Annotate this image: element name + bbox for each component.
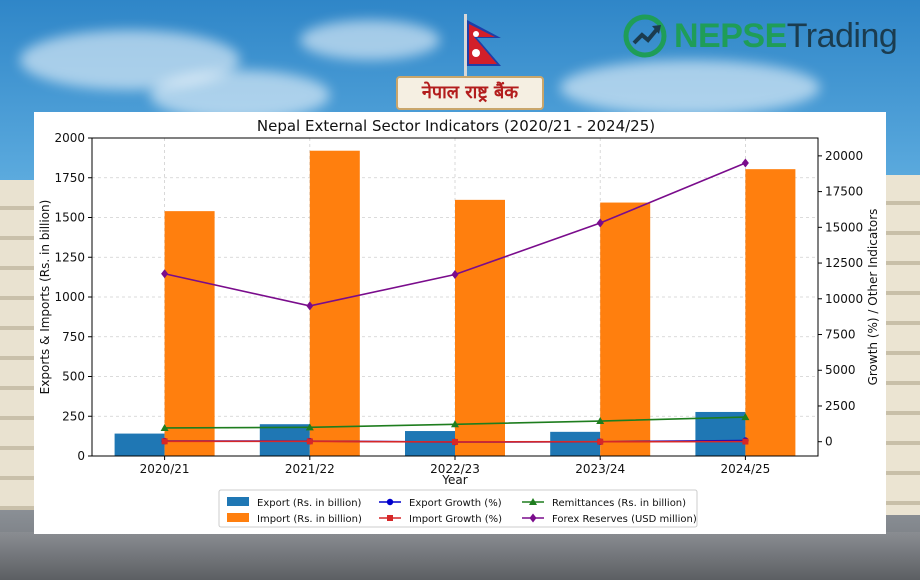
bank-sign: नेपाल राष्ट्र बैंक: [396, 76, 544, 110]
legend-swatch: [227, 513, 249, 522]
y2-tick-label: 17500: [825, 185, 863, 199]
point-import-growth: [597, 438, 604, 445]
point-forex-reserves: [161, 269, 169, 279]
legend-label: Export (Rs. in billion): [257, 498, 362, 509]
point-remittances: [596, 417, 605, 425]
bar-export: [550, 431, 601, 456]
point-remittances: [305, 423, 314, 431]
bar-import: [745, 169, 796, 456]
legend-swatch: [227, 497, 249, 506]
line-layer: [160, 158, 750, 446]
bar-import: [600, 202, 651, 456]
chart-panel: Nepal External Sector Indicators (2020/2…: [34, 112, 886, 534]
bar-export: [695, 411, 746, 456]
y2-tick-label: 12500: [825, 256, 863, 270]
legend-marker: [386, 498, 394, 506]
y2-tick-label: 20000: [825, 149, 863, 163]
legend-marker: [529, 498, 537, 505]
x-axis-label: Year: [441, 473, 467, 487]
y-tick-label: 1250: [54, 250, 85, 264]
bar-export: [259, 424, 310, 456]
point-forex-reserves: [741, 158, 749, 168]
point-forex-reserves: [596, 218, 604, 228]
bar-export: [114, 433, 165, 456]
point-import-growth: [161, 438, 168, 445]
legend-frame: [218, 489, 698, 528]
chart-title: Nepal External Sector Indicators (2020/2…: [257, 117, 655, 135]
bar-layer: [114, 150, 796, 456]
legend-label: Export Growth (%): [409, 498, 502, 509]
y2-tick-label: 10000: [825, 292, 863, 306]
legend-label: Import (Rs. in billion): [257, 514, 362, 525]
y2-tick-label: 0: [825, 435, 833, 449]
nepal-flag-icon: [467, 20, 501, 66]
chart: Nepal External Sector Indicators (2020/2…: [38, 117, 880, 528]
x-tick-label: 2022/23: [430, 462, 480, 476]
point-remittances: [741, 413, 750, 421]
legend-marker: [529, 513, 537, 523]
legend: Export (Rs. in billion) Import (Rs. in bi…: [218, 489, 698, 528]
cloud: [300, 20, 440, 60]
legend-label: Forex Reserves (USD million): [552, 514, 697, 525]
point-import-growth: [452, 438, 458, 445]
cloud: [150, 70, 330, 120]
point-import-growth: [306, 438, 313, 445]
y-tick-label: 750: [62, 330, 85, 344]
y-tick-label: 1750: [54, 171, 85, 185]
point-forex-reserves: [306, 301, 314, 311]
y-tick-label: 1000: [54, 290, 85, 304]
x-tick-label: 2024/25: [720, 462, 770, 476]
trend-arrow-logo-icon: [623, 14, 667, 58]
bar-import: [164, 211, 215, 456]
y2-tick-label: 15000: [825, 220, 863, 234]
brand-name-nepse: NEPSE: [674, 16, 787, 55]
y2-tick-label: 2500: [825, 399, 856, 413]
legend-marker: [387, 515, 393, 521]
building-right: [884, 175, 920, 515]
x-tick-label: 2023/24: [575, 462, 625, 476]
y-tick-label: 2000: [54, 131, 85, 145]
x-tick-label: 2020/21: [140, 462, 190, 476]
brand-name: NEPSETrading: [674, 16, 898, 56]
legend-label: Import Growth (%): [409, 514, 502, 525]
y2-axis-label: Growth (%) / Other Indicators: [866, 209, 880, 386]
ground: [0, 532, 920, 580]
y-tick-label: 250: [62, 409, 85, 423]
legend-label: Remittances (Rs. in billion): [552, 498, 686, 509]
brand-name-trading: Trading: [786, 16, 898, 55]
point-remittances: [451, 420, 459, 428]
flag-pole: [464, 14, 467, 78]
point-forex-reserves: [451, 269, 459, 279]
axis-layer: 0 250 500 750 1000 1250 1500 1750 2000 2020/21 202…: [54, 131, 863, 476]
y-tick-label: 1500: [54, 211, 85, 225]
building-left: [0, 180, 36, 510]
y2-tick-label: 5000: [825, 363, 856, 377]
cloud: [560, 60, 820, 115]
y2-tick-label: 7500: [825, 328, 856, 342]
brand-logo: NEPSETrading: [622, 12, 898, 60]
y-tick-label: 0: [77, 449, 85, 463]
bar-import: [309, 150, 360, 456]
bar-export: [405, 431, 455, 456]
point-import-growth: [742, 438, 749, 445]
x-tick-label: 2021/22: [285, 462, 335, 476]
point-remittances: [160, 423, 169, 431]
y-axis-label: Exports & Imports (Rs. in billion): [38, 200, 52, 395]
y-tick-label: 500: [62, 370, 85, 384]
bar-import: [455, 199, 505, 456]
